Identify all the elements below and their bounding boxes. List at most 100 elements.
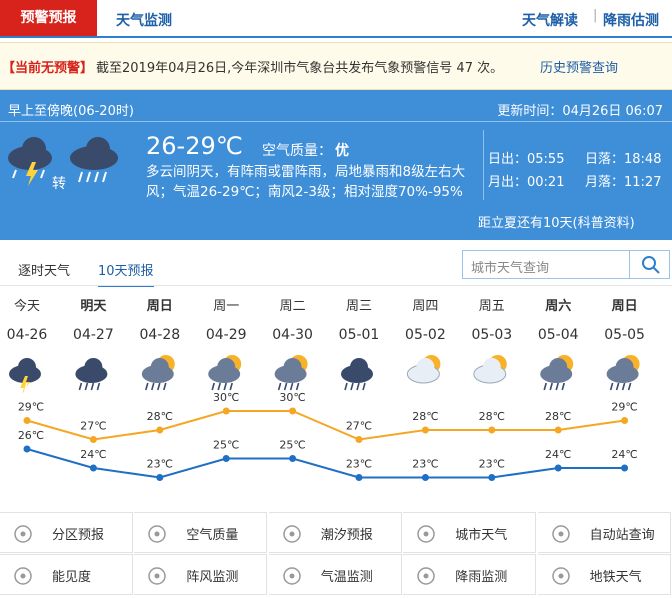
day-name: 周二	[280, 299, 306, 314]
search-box[interactable]: 城市天气查询	[462, 250, 670, 279]
rain	[362, 382, 366, 391]
tab[interactable]: 预警预报	[0, 0, 97, 36]
tab[interactable]: 天气监测	[116, 13, 172, 29]
search-placeholder: 城市天气查询	[471, 261, 550, 276]
link-text[interactable]: 能见度	[52, 570, 92, 585]
link-grid: 分区预报 空气质量 潮汐预报 城市天气 自动站查询能见度 阵风监测 气温监测 降雨监测 地铁天气	[0, 512, 672, 598]
subtab[interactable]: 逐时天气	[18, 264, 71, 279]
top-link[interactable]: 降雨估测	[603, 13, 659, 29]
sun-time: 日落：18:48	[585, 152, 662, 167]
rain	[549, 382, 553, 391]
temp-point	[222, 455, 230, 462]
search-icon[interactable]	[641, 255, 661, 275]
top-link[interactable]: 天气解读	[522, 13, 578, 29]
link-cell[interactable]: 分区预报	[0, 512, 133, 553]
temp-point	[156, 474, 164, 481]
rain	[211, 382, 215, 391]
link-text[interactable]: 阵风监测	[186, 570, 239, 585]
temp-point	[621, 417, 629, 424]
bolt	[20, 376, 30, 394]
link-cell[interactable]: 空气质量	[134, 512, 268, 553]
separator: |	[593, 8, 598, 23]
temp-line	[26, 410, 625, 441]
temp-point	[355, 436, 363, 443]
link-text[interactable]: 气温监测	[320, 570, 373, 585]
link-cell[interactable]: 地铁天气	[537, 554, 671, 595]
temp-point	[156, 426, 164, 434]
link-text[interactable]: 地铁天气	[589, 570, 642, 585]
subtab[interactable]: 10天预报	[98, 260, 154, 287]
cloud	[18, 358, 36, 376]
temp-label: 30℃	[213, 391, 239, 404]
link-icon	[417, 567, 435, 585]
weather-icon	[274, 355, 308, 391]
link-icon	[551, 567, 570, 585]
rain	[24, 382, 28, 391]
link-cell[interactable]: 自动站查询	[537, 512, 671, 553]
cloud	[350, 358, 368, 376]
cloud	[416, 358, 435, 376]
link-icon	[417, 525, 435, 543]
link-icon	[14, 525, 32, 543]
forecast-chart: 今天 04-26 明天 04-27 周日 04-28 周一 04-29 周二 04-30 周三 05-…	[7, 298, 645, 481]
temp-point	[421, 474, 429, 481]
link-text[interactable]: 空气质量	[186, 528, 239, 543]
divider	[0, 121, 672, 122]
date: 05-03	[471, 327, 512, 343]
rain	[283, 382, 288, 391]
rain	[84, 382, 89, 391]
divider	[483, 130, 484, 200]
day-name: 周日	[147, 299, 173, 314]
date: 04-28	[139, 327, 180, 343]
alert-label: 【当前无预警】	[2, 61, 94, 76]
link-cell[interactable]: 城市天气	[403, 512, 537, 553]
rain	[543, 382, 547, 391]
link-cell[interactable]: 阵风监测	[134, 554, 268, 595]
rain	[157, 382, 161, 391]
temp-label: 28℃	[147, 410, 173, 423]
link-text[interactable]: 城市天气	[455, 528, 508, 543]
link-cell[interactable]: 能见度	[0, 554, 133, 595]
link-icon	[551, 525, 570, 543]
link-text[interactable]: 降雨监测	[455, 570, 508, 585]
alert-text: 截至2019年04月26日,今年深圳市气象台共发布气象预警信号 47 次。	[96, 61, 504, 76]
date: 04-27	[73, 327, 114, 343]
day-name: 周日	[612, 299, 638, 314]
temp-label: 30℃	[279, 391, 305, 404]
alert-link[interactable]: 历史预警查询	[540, 61, 619, 76]
rain	[90, 382, 95, 391]
day-name: 周四	[412, 299, 438, 314]
link-text[interactable]: 自动站查询	[589, 528, 655, 543]
air-quality: 优	[335, 143, 349, 159]
nav-bar: 预警预报 天气监测 天气解读 | 降雨估测	[0, 0, 672, 38]
rain	[344, 382, 348, 391]
temp-label: 24℃	[80, 448, 106, 461]
rain	[627, 382, 632, 391]
link-text[interactable]: 潮汐预报	[320, 528, 373, 543]
temp-label: 28℃	[479, 410, 505, 423]
weather-icon	[406, 355, 441, 384]
rain	[277, 382, 282, 391]
rain	[30, 382, 34, 391]
rain	[78, 382, 83, 391]
temp-point	[23, 417, 31, 424]
weather-icon	[540, 355, 574, 391]
link-cell[interactable]: 降雨监测	[403, 554, 537, 595]
rain	[12, 382, 16, 391]
rain	[615, 382, 620, 391]
temp-point	[222, 407, 230, 415]
temp-point	[289, 455, 297, 462]
day-name: 今天	[14, 298, 40, 314]
temp-point	[421, 426, 429, 434]
temperature: 26-29℃	[146, 132, 243, 160]
link-icon	[148, 567, 167, 585]
link-icon	[283, 525, 301, 543]
date: 04-29	[206, 327, 247, 343]
weather-icon	[473, 355, 507, 384]
link-cell[interactable]: 潮汐预报	[268, 512, 402, 553]
summer-link[interactable]: 距立夏还有10天(科普资料)	[478, 216, 635, 231]
rain	[223, 382, 227, 391]
link-cell[interactable]: 气温监测	[268, 554, 402, 595]
link-text[interactable]: 分区预报	[52, 528, 105, 543]
